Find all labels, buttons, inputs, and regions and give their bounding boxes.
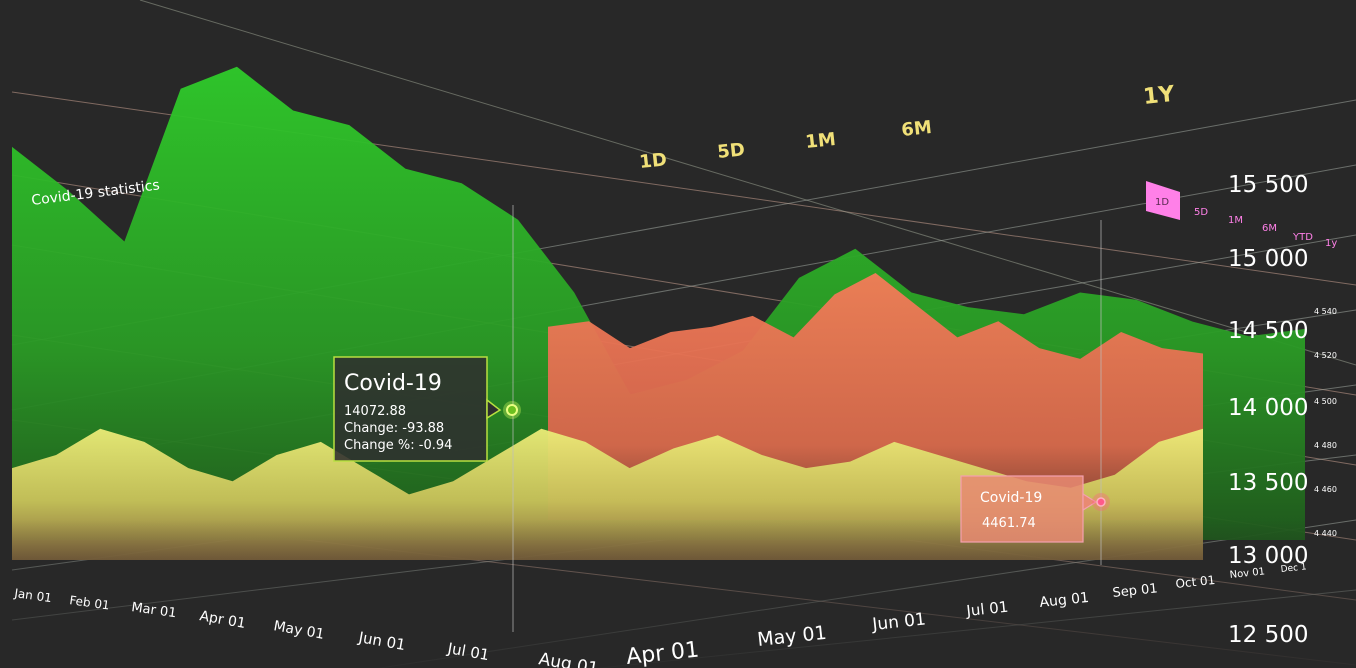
y-tick-label: 14 000 <box>1228 395 1308 421</box>
range-buttons-main: 1D 5D 1M 6M 1Y <box>638 82 1176 173</box>
y-tick-label: 14 500 <box>1228 318 1308 344</box>
y-tick-label: 13 500 <box>1228 470 1308 496</box>
y-tick-small: 4 540 <box>1314 307 1337 316</box>
x-tick-label: Aug 01 <box>1039 590 1090 611</box>
small-range-button[interactable]: YTD <box>1292 232 1313 243</box>
y-tick-small: 4 480 <box>1314 441 1337 450</box>
crosshair-lines <box>512 205 1102 632</box>
y-axis-main: 15 500 15 000 14 500 14 000 13 500 13 000 12 5… <box>1228 172 1308 648</box>
range-button[interactable]: 1Y <box>1142 82 1177 110</box>
tooltip-secondary-title: Covid-19 <box>980 490 1042 506</box>
range-button[interactable]: 1D <box>638 149 668 173</box>
tooltip-main-change-pct: Change %: -0.94 <box>344 438 452 453</box>
x-tick-label: Jan 01 <box>13 586 53 605</box>
bottom-fade <box>0 520 1356 668</box>
range-button[interactable]: 1M <box>804 129 836 153</box>
tooltip-main-dot <box>506 404 518 416</box>
tooltip-secondary-value: 4461.74 <box>982 516 1036 531</box>
y-axis-small: 4 540 4 520 4 500 4 480 4 460 4 440 <box>1314 307 1337 538</box>
tooltip-secondary-dot <box>1096 497 1106 507</box>
small-range-button[interactable]: 5D <box>1194 207 1208 218</box>
y-tick-label: 15 000 <box>1228 246 1308 272</box>
tooltip-secondary: Covid-19 4461.74 <box>960 475 1098 543</box>
range-button-active <box>1146 181 1180 220</box>
y-tick-small: 4 500 <box>1314 397 1337 406</box>
tooltip-main-title: Covid-19 <box>344 371 442 396</box>
x-tick-label: Dec 1 <box>1280 562 1307 575</box>
x-tick-label: Mar 01 <box>130 600 177 621</box>
y-tick-label: 13 000 <box>1228 543 1308 569</box>
range-button[interactable]: 6M <box>900 117 932 141</box>
small-range-button[interactable]: 1M <box>1228 215 1243 226</box>
series-areas <box>12 66 1305 560</box>
x-tick-label: Feb 01 <box>69 593 111 612</box>
grid-line <box>139 0 1356 366</box>
tooltip-main-change: Change: -93.88 <box>344 421 444 436</box>
x-tick-label: Nov 01 <box>1229 566 1265 581</box>
x-tick-label: Sep 01 <box>1112 581 1159 601</box>
y-tick-small: 4 440 <box>1314 529 1337 538</box>
small-range-button[interactable]: 6M <box>1262 223 1277 234</box>
x-tick-label: Apr 01 <box>198 608 247 632</box>
y-tick-small: 4 520 <box>1314 351 1337 360</box>
tooltip-main: Covid-19 14072.88 Change: -93.88 Change … <box>333 356 502 462</box>
range-button[interactable]: 5D <box>716 139 746 163</box>
y-tick-label: 15 500 <box>1228 172 1308 198</box>
x-tick-label: Oct 01 <box>1175 573 1216 591</box>
y-tick-small: 4 460 <box>1314 485 1337 494</box>
x-tick-label: Jul 01 <box>965 598 1010 620</box>
y-tick-label: 12 500 <box>1228 622 1308 648</box>
range-buttons-small: 1D 5D 1M 6M YTD 1y <box>1146 181 1337 249</box>
small-range-button[interactable]: 1D <box>1155 197 1169 208</box>
small-range-button[interactable]: 1y <box>1325 238 1337 249</box>
tooltip-main-value: 14072.88 <box>344 404 406 419</box>
